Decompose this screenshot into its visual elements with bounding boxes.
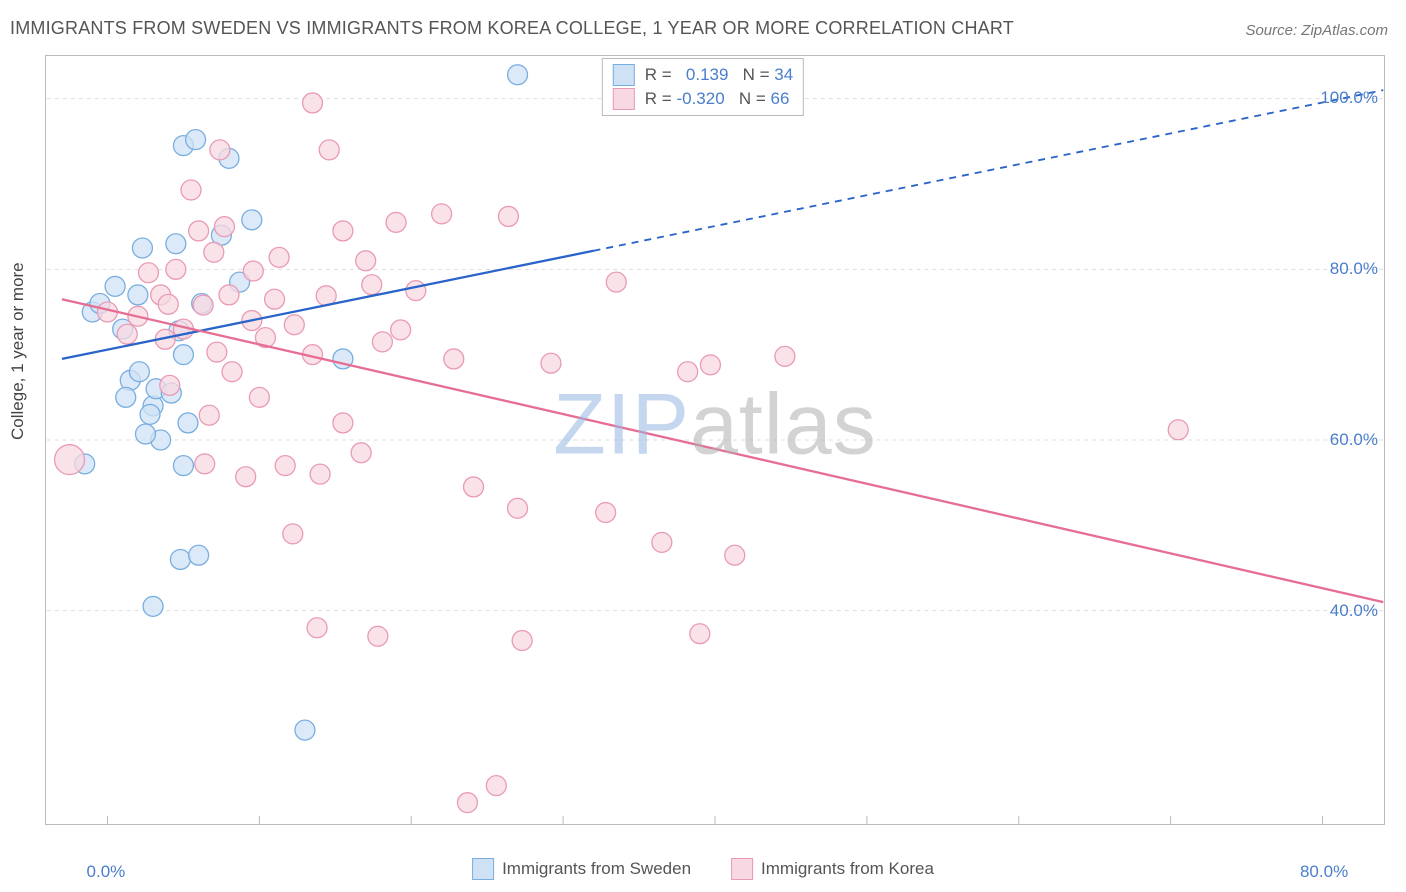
legend-n-sweden: 34 [774, 65, 793, 84]
legend-row-korea: R = -0.320 N = 66 [613, 87, 793, 111]
legend-swatch [472, 858, 494, 880]
legend-n-korea: 66 [770, 89, 789, 108]
legend-row-sweden: R = 0.139 N = 34 [613, 63, 793, 87]
legend-r-korea: -0.320 [676, 89, 724, 108]
x-tick-label: 0.0% [87, 862, 126, 882]
chart-area: ZIPatlas [45, 55, 1385, 825]
legend-swatch [731, 858, 753, 880]
source-label: Source: ZipAtlas.com [1245, 22, 1388, 39]
y-tick-label: 60.0% [1330, 430, 1378, 450]
legend-swatch-korea [613, 88, 635, 110]
plot-svg [46, 56, 1384, 824]
chart-title: IMMIGRANTS FROM SWEDEN VS IMMIGRANTS FRO… [10, 18, 1014, 39]
legend-label: Immigrants from Sweden [502, 859, 691, 879]
series-legend: Immigrants from Sweden Immigrants from Ko… [472, 858, 934, 880]
y-tick-label: 80.0% [1330, 259, 1378, 279]
y-tick-label: 40.0% [1330, 601, 1378, 621]
legend-label: Immigrants from Korea [761, 859, 934, 879]
legend-item: Immigrants from Sweden [472, 858, 691, 880]
correlation-legend: R = 0.139 N = 34 R = -0.320 N = 66 [602, 58, 804, 116]
y-axis-label: College, 1 year or more [8, 262, 28, 440]
x-tick-label: 80.0% [1300, 862, 1348, 882]
y-tick-label: 100.0% [1320, 88, 1378, 108]
legend-item: Immigrants from Korea [731, 858, 934, 880]
legend-swatch-sweden [613, 64, 635, 86]
legend-r-sweden: 0.139 [686, 65, 729, 84]
